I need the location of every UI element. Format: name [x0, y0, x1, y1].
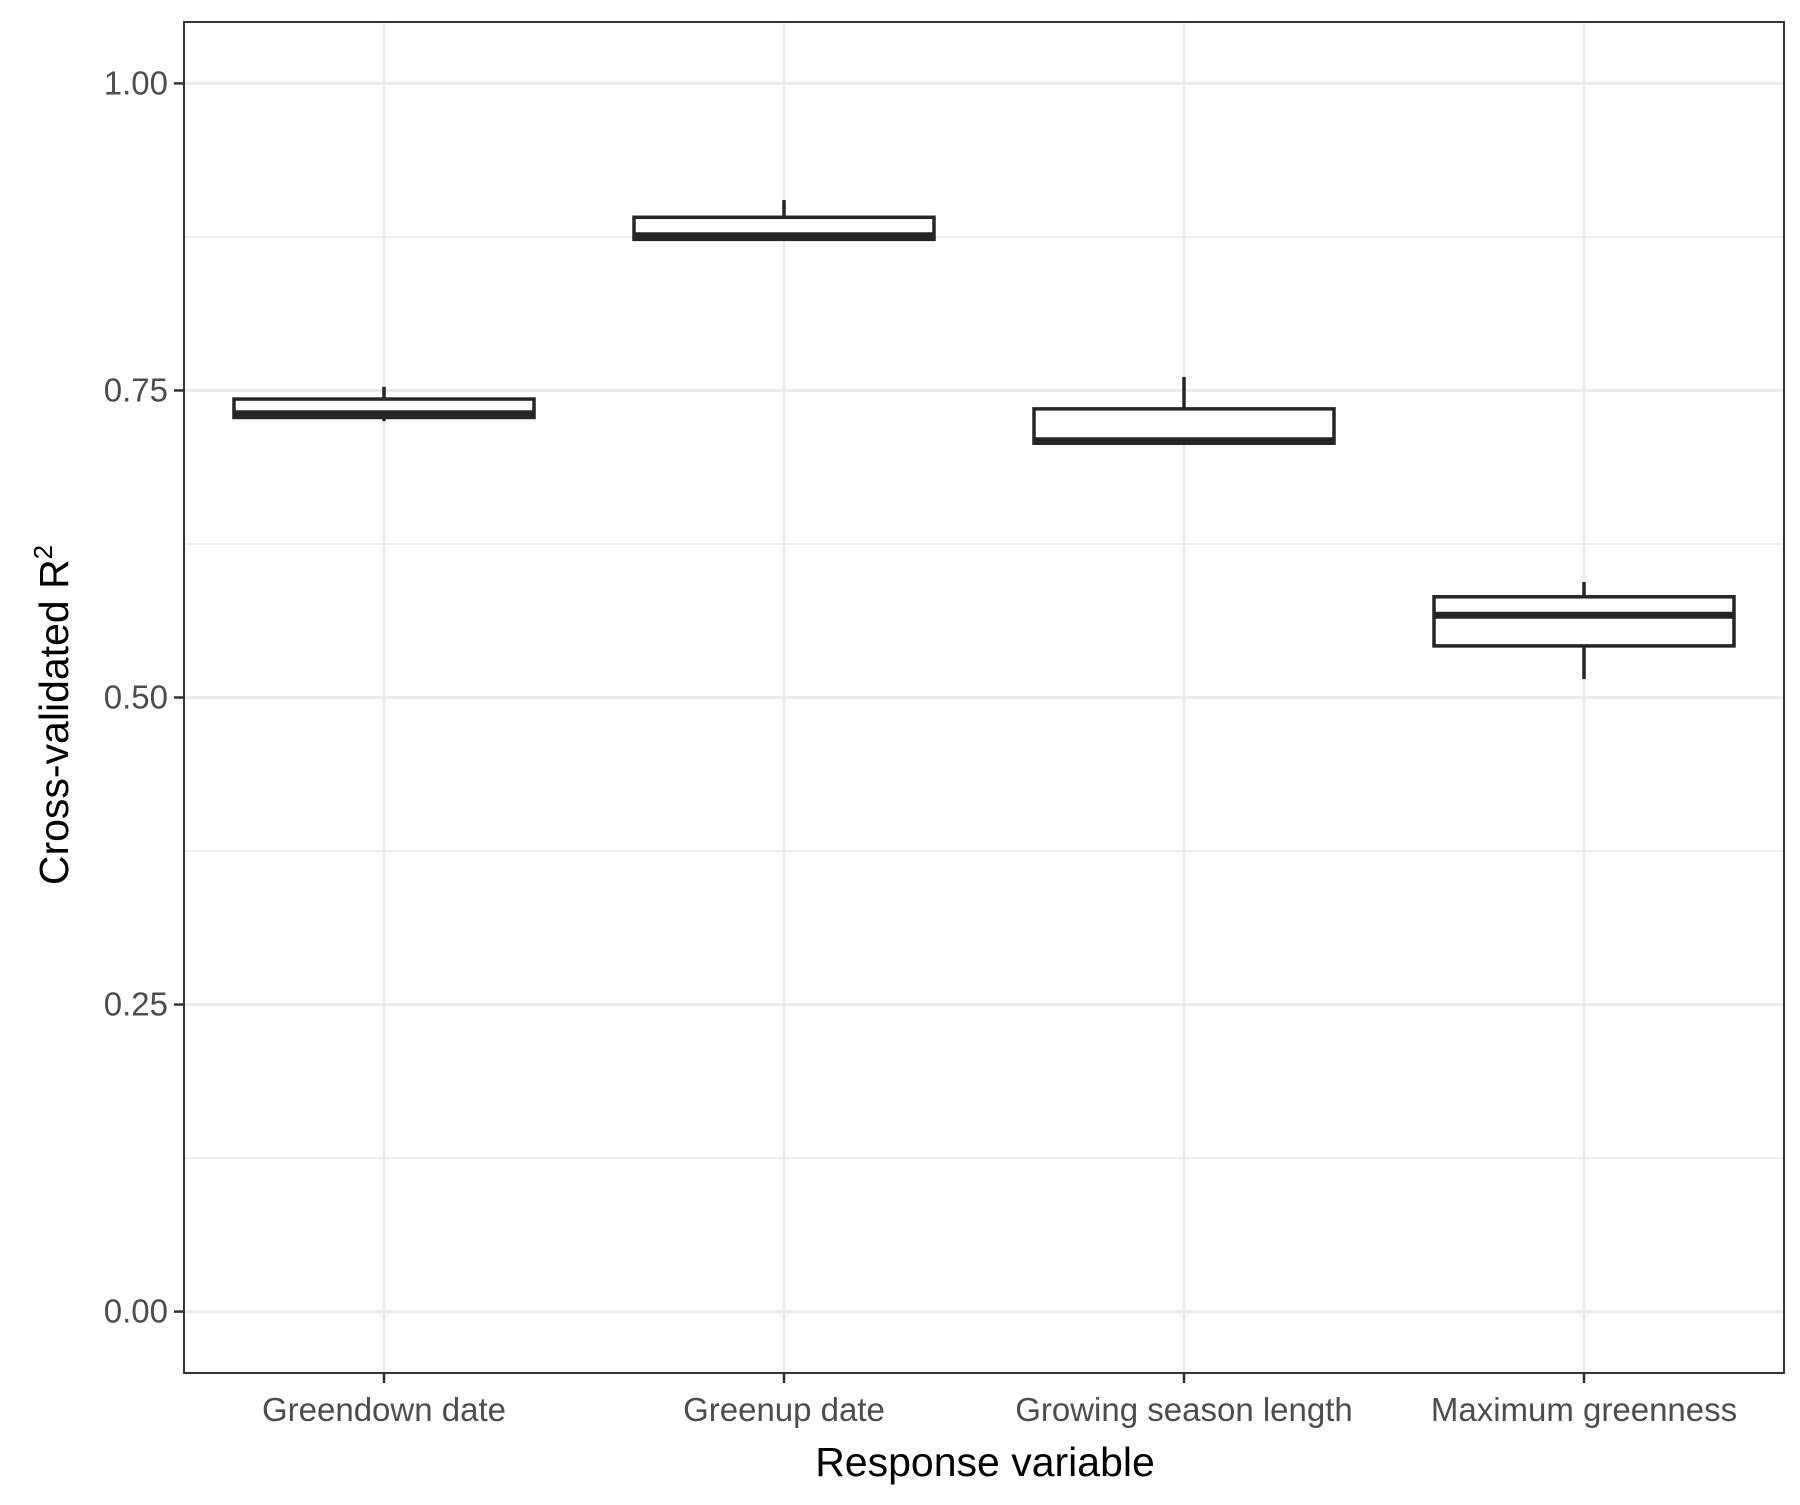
y-axis-title-superscript: 2	[28, 545, 58, 559]
y-tick-label: 0.75	[104, 371, 168, 408]
y-tick-label: 0.50	[104, 679, 168, 716]
y-axis-title-text: Cross-validated R	[31, 559, 77, 885]
grid-major	[184, 22, 1784, 1373]
box-growing-season-length	[1032, 376, 1336, 446]
box-iqr	[1432, 595, 1736, 648]
y-tick-label: 0.00	[104, 1293, 168, 1330]
grid-minor	[184, 236, 1784, 1159]
box-maximum-greenness	[1432, 582, 1736, 680]
box-greendown-date	[232, 386, 536, 422]
x-axis-ticks: Greendown date Greenup date Growing season…	[262, 1373, 1737, 1428]
y-axis-title: Cross-validated R2	[28, 545, 77, 885]
y-tick-label: 0.25	[104, 986, 168, 1023]
x-tick-label: Greendown date	[262, 1391, 506, 1428]
x-tick-label: Maximum greenness	[1431, 1391, 1737, 1428]
x-tick-label: Growing season length	[1015, 1391, 1353, 1428]
y-tick-label: 1.00	[104, 64, 168, 101]
box-greenup-date	[632, 200, 936, 242]
x-axis-title: Response variable	[815, 1439, 1155, 1485]
x-tick-label: Greenup date	[683, 1391, 885, 1428]
boxes	[232, 200, 1736, 680]
y-axis-ticks: 0.00 0.25 0.50 0.75 1.00	[104, 64, 184, 1330]
